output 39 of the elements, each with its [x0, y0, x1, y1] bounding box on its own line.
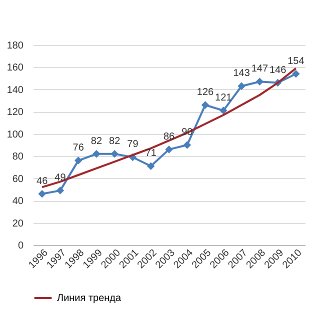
data-label: 154: [288, 56, 305, 67]
data-label: 90: [182, 127, 194, 138]
point: [56, 186, 64, 194]
data-label: 49: [54, 172, 66, 184]
point: [183, 141, 192, 149]
data-label: 82: [90, 136, 102, 147]
point: [92, 150, 100, 158]
y-tick-label: 180: [6, 40, 24, 52]
y-tick-label: 20: [12, 218, 24, 230]
y-tick-label: 100: [6, 129, 24, 140]
data-label: 86: [163, 131, 175, 142]
data-label: 147: [251, 64, 268, 75]
point: [220, 106, 228, 114]
y-tick-label: 140: [6, 84, 24, 96]
legend-label: Линия тренда: [57, 293, 122, 304]
y-tick-label: 120: [6, 107, 24, 118]
y-tick-label: 0: [18, 240, 24, 252]
point: [146, 162, 155, 170]
data-label: 146: [269, 64, 287, 76]
y-tick-label: 160: [6, 62, 24, 74]
y-tick-label: 80: [12, 152, 24, 163]
point: [38, 190, 46, 198]
point: [256, 78, 264, 86]
data-label: 76: [72, 142, 84, 154]
data-label: 71: [145, 148, 157, 160]
data-label: 143: [233, 68, 250, 80]
y-tick-label: 60: [12, 174, 24, 185]
point: [238, 82, 246, 90]
point: [201, 101, 210, 109]
y-tick-label: 40: [12, 196, 24, 208]
point: [165, 146, 173, 154]
data-label: 126: [196, 87, 214, 98]
data-label: 46: [36, 176, 48, 187]
data-label: 121: [215, 92, 232, 104]
point: [292, 70, 300, 78]
point: [110, 150, 118, 158]
point: [74, 156, 82, 164]
data-label: 82: [109, 136, 121, 147]
data-label: 79: [127, 139, 139, 150]
